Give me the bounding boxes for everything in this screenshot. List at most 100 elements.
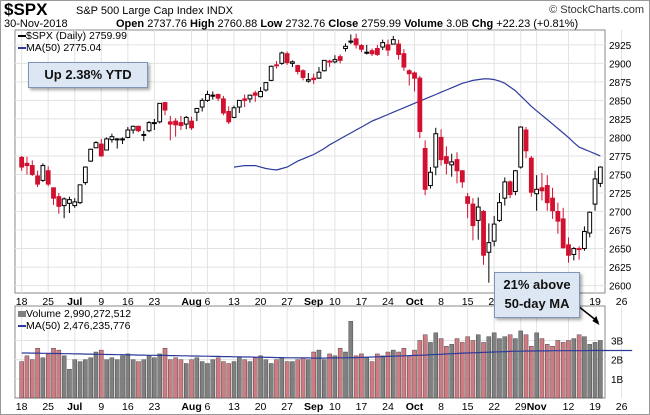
volume-bar <box>582 336 587 399</box>
volume-bar <box>545 344 550 399</box>
candle-body <box>433 133 439 168</box>
volume-x-tick-label: 17 <box>356 401 368 413</box>
candle-body <box>332 59 338 63</box>
volume-bar <box>523 334 529 399</box>
volume-bar <box>529 346 534 399</box>
price-x-tick-label: 19 <box>589 296 601 308</box>
candle-body <box>242 98 248 101</box>
volume-bar <box>130 359 136 399</box>
volume-bar <box>369 361 375 399</box>
candle-body <box>215 93 221 99</box>
volume-bar <box>550 346 555 399</box>
candle-body <box>120 138 125 141</box>
low-label: Low <box>260 18 283 30</box>
candle-body <box>67 199 72 204</box>
volume-bar <box>93 351 99 399</box>
price-x-tick-label: 25 <box>42 296 54 308</box>
index-suffix: INDX <box>206 5 233 17</box>
candle-body <box>51 187 56 199</box>
candle-body <box>470 203 476 227</box>
ma-legend-item: MA(50) 2775.04 <box>18 42 127 54</box>
candle-body <box>109 136 115 141</box>
open-label: Open <box>116 18 145 30</box>
candle-body <box>422 148 428 190</box>
candle-body <box>592 178 598 205</box>
candle-body <box>449 161 455 166</box>
candle-body <box>300 70 306 78</box>
volume-bar <box>231 361 237 399</box>
open-value: 2737.76 <box>147 18 187 30</box>
price-x-tick-label: Aug <box>181 296 201 308</box>
price-x-tick-label: 6 <box>205 296 211 308</box>
volume-bar <box>343 351 348 399</box>
volume-bar <box>587 344 592 399</box>
volume-bar <box>162 347 168 399</box>
volume-y-tick-label: 3B <box>611 337 624 348</box>
volume-bar <box>221 361 226 399</box>
brand-watermark: © StockCharts.com <box>549 4 644 16</box>
volume-bar <box>364 357 370 399</box>
candle-body <box>72 201 78 207</box>
price-x-tick-label: 24 <box>382 296 394 308</box>
volume-bar <box>433 332 439 399</box>
candle-body <box>279 52 285 64</box>
volume-legend-label: Volume 2,990,272,512 <box>26 308 132 320</box>
price-y-tick-label: 2700 <box>609 208 632 219</box>
volume-bar <box>428 342 433 399</box>
volume-bar <box>284 361 290 399</box>
price-y-tick-label: 2625 <box>609 263 632 274</box>
volume-bar <box>454 338 460 399</box>
price-y-tick-label: 2675 <box>609 226 632 237</box>
candle-body <box>29 165 35 175</box>
price-x-tick-label: 20 <box>255 296 267 308</box>
volume-x-tick-label: 12 <box>563 401 575 413</box>
volume-bar <box>141 359 147 399</box>
candle-body <box>566 244 571 256</box>
candle-body <box>406 70 412 75</box>
candle-body <box>348 40 354 43</box>
candle-body <box>146 122 152 132</box>
volume-bar <box>534 332 539 399</box>
volume-bar <box>194 357 200 399</box>
volume-bar <box>72 359 78 399</box>
candle-body <box>544 185 550 204</box>
candle-body <box>523 129 529 152</box>
candle-body <box>459 170 465 183</box>
volume-bar <box>263 359 269 399</box>
candle-body <box>183 116 189 125</box>
price-x-tick-label: 26 <box>616 296 628 308</box>
volume-bar <box>513 338 518 399</box>
volume-ma-line <box>21 349 633 359</box>
candle-body <box>486 242 492 253</box>
candle-body <box>396 43 402 55</box>
above-ma-line1: 21% above <box>503 277 571 292</box>
volume-bar <box>157 353 162 399</box>
candle-body <box>380 42 386 48</box>
volume-bar <box>332 355 338 399</box>
volume-bar <box>412 349 417 399</box>
volume-x-tick-label: 29 <box>515 401 527 413</box>
candle-body <box>438 136 444 161</box>
volume-bar <box>348 321 354 399</box>
ytd-callout: Up 2.38% YTD <box>28 62 148 88</box>
candle-body <box>194 108 200 113</box>
candle-body <box>231 107 237 118</box>
candle-body <box>136 125 141 132</box>
volume-bar <box>502 336 508 399</box>
ohlc-readout: Open 2737.76 High 2760.88 Low 2732.76 Cl… <box>116 18 578 30</box>
candle-body <box>263 82 269 91</box>
volume-bar <box>497 338 502 399</box>
volume-x-tick-label: 13 <box>228 401 240 413</box>
candle-body <box>502 181 508 199</box>
candle-body <box>40 165 46 181</box>
low-value: 2732.76 <box>285 18 326 30</box>
volume-x-tick-label: 25 <box>42 401 54 413</box>
candle-body <box>374 48 380 55</box>
volume-bar <box>295 359 300 399</box>
volume-bar <box>375 353 380 399</box>
volume-bar <box>279 357 285 399</box>
candle-body <box>364 51 370 54</box>
candle-body <box>93 142 99 149</box>
volume-bar <box>598 340 603 399</box>
